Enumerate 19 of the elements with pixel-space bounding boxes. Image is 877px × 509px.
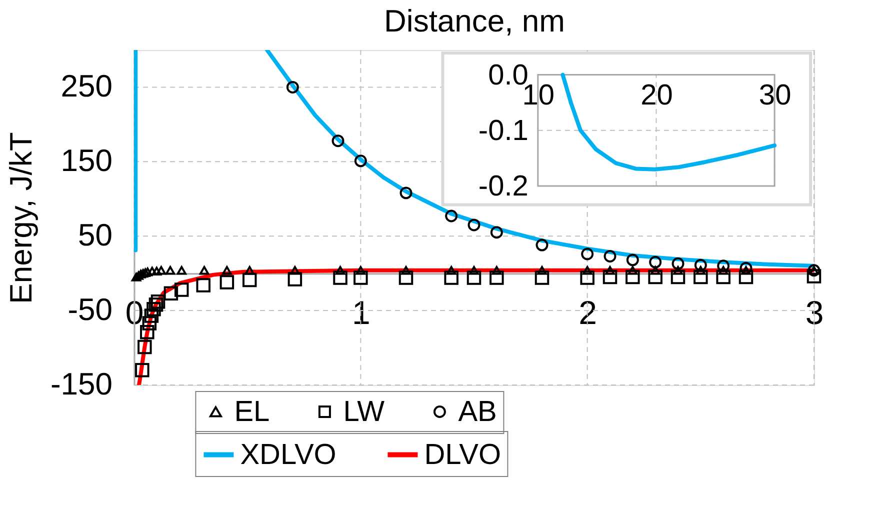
legend-label: XDLVO	[240, 438, 336, 471]
x-tick-label: 30	[758, 79, 792, 112]
x-tick-label: 3	[805, 294, 824, 331]
legend-label: EL	[234, 396, 270, 428]
x-axis-title: Distance, nm	[384, 4, 565, 38]
y-tick-label: 250	[60, 68, 112, 104]
x-tick-label: 2	[578, 294, 598, 331]
legend-label: AB	[458, 396, 497, 428]
y-tick-label: -0.1	[478, 114, 528, 147]
x-tick-label: 0	[125, 294, 144, 331]
y-tick-label: -0.2	[478, 170, 528, 203]
y-tick-label: -50	[68, 292, 112, 328]
y-axis-title: Energy, J/kT	[3, 132, 38, 304]
x-tick-label: 20	[640, 79, 673, 112]
y-tick-label: 150	[60, 143, 112, 178]
legend-label: DLVO	[424, 438, 502, 471]
y-tick-label: -150	[50, 366, 112, 402]
y-tick-label: 50	[78, 218, 112, 253]
legend-label: LW	[343, 396, 386, 428]
